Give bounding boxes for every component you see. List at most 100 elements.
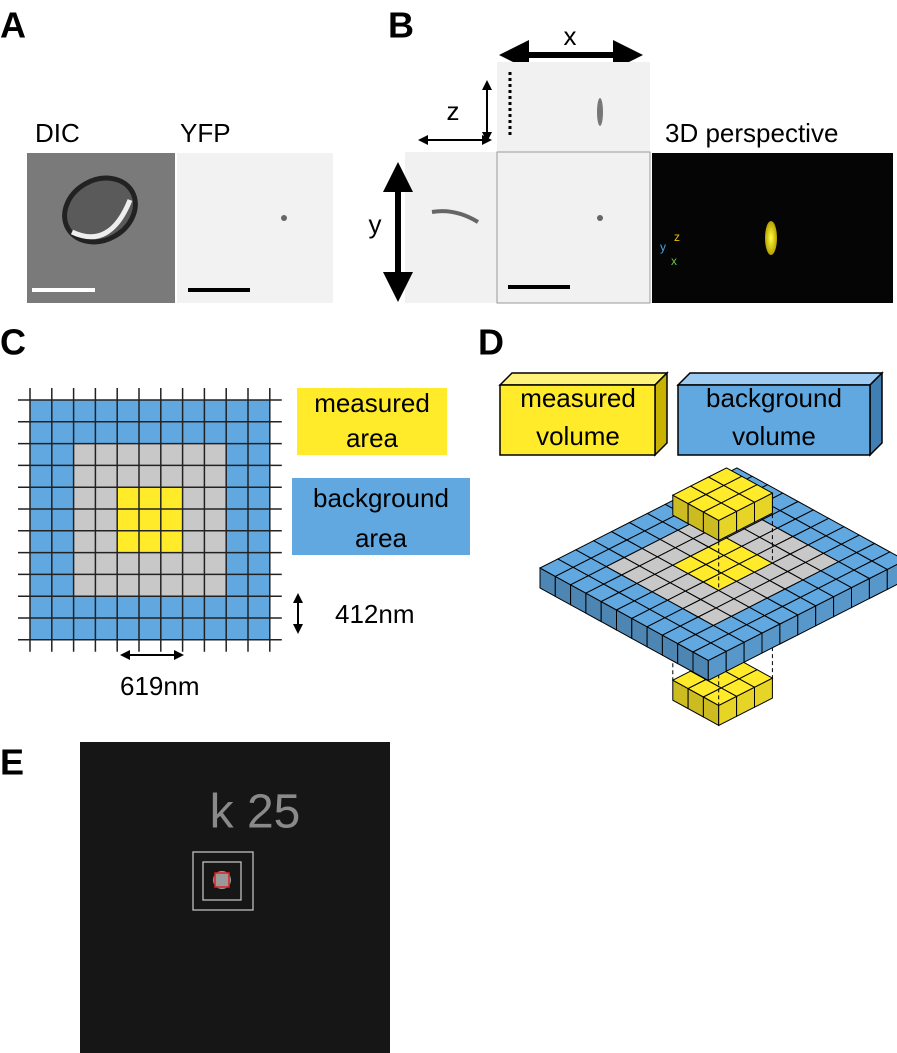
axis-label: z bbox=[447, 96, 460, 126]
grid-cell bbox=[30, 443, 52, 466]
spot bbox=[431, 209, 480, 224]
overlay-text: k 25 bbox=[210, 786, 301, 839]
grid-cell bbox=[51, 400, 74, 422]
grid-cell bbox=[160, 421, 183, 444]
legend-box-side bbox=[654, 371, 668, 457]
grid-cell bbox=[226, 530, 248, 553]
grid-cell bbox=[248, 596, 270, 618]
grid-cell bbox=[30, 487, 52, 509]
grid-cell bbox=[73, 509, 96, 531]
grid-cell bbox=[248, 487, 270, 509]
grid-cell bbox=[204, 552, 227, 575]
legend-text: measured bbox=[314, 388, 430, 418]
grid-cell bbox=[73, 530, 96, 553]
voxel-top bbox=[738, 484, 774, 503]
legend-text: volume bbox=[536, 421, 620, 451]
panel-label: C bbox=[0, 322, 26, 363]
grid-cell bbox=[182, 400, 205, 422]
measured-box bbox=[214, 872, 230, 888]
voxel-top bbox=[870, 551, 897, 570]
legend-box bbox=[499, 384, 656, 456]
grid-cell bbox=[226, 400, 248, 422]
grid-cell bbox=[204, 487, 227, 509]
grid-cell bbox=[160, 596, 183, 618]
grid-cell bbox=[248, 443, 270, 466]
grid-cell bbox=[248, 509, 270, 531]
grid-cell bbox=[51, 596, 74, 618]
grid-cell bbox=[139, 574, 161, 597]
grid-cell bbox=[73, 574, 96, 597]
grid-cell bbox=[95, 487, 118, 509]
grid-cell bbox=[30, 574, 52, 597]
spot-image bbox=[80, 742, 390, 1053]
view-title: 3D perspective bbox=[665, 118, 838, 148]
grid-cell bbox=[182, 530, 205, 553]
grid-cell bbox=[226, 487, 248, 509]
grid-cell bbox=[73, 552, 96, 575]
grid-cell bbox=[51, 552, 74, 575]
grid-cell bbox=[226, 421, 248, 444]
legend-text: area bbox=[355, 523, 408, 553]
legend-text: measured bbox=[520, 383, 636, 413]
grid-cell bbox=[248, 574, 270, 597]
grid-cell bbox=[117, 596, 139, 618]
grid-cell bbox=[139, 443, 161, 466]
grid-cell bbox=[139, 596, 161, 618]
axis-label: y bbox=[369, 209, 382, 239]
grid-cell bbox=[30, 421, 52, 444]
grid-cell bbox=[117, 509, 139, 531]
grid-cell bbox=[95, 552, 118, 575]
grid-cell bbox=[117, 530, 139, 553]
grid-cell bbox=[204, 530, 227, 553]
grid-cell bbox=[139, 618, 161, 640]
grid-cell bbox=[30, 618, 52, 640]
grid-cell bbox=[30, 400, 52, 422]
voxel-diagram bbox=[538, 467, 897, 727]
grid-cell bbox=[95, 443, 118, 466]
grid-cell bbox=[182, 574, 205, 597]
inner-box bbox=[202, 861, 242, 901]
grid-cell bbox=[182, 487, 205, 509]
cell-3d bbox=[765, 221, 777, 255]
grid-cell bbox=[182, 443, 205, 466]
grid-cell bbox=[226, 574, 248, 597]
grid-cell bbox=[160, 574, 183, 597]
grid-cell bbox=[95, 509, 118, 531]
grid-cell bbox=[248, 552, 270, 575]
grid-cell bbox=[30, 465, 52, 488]
legend-text: background bbox=[313, 483, 449, 513]
dimension-label: 412nm bbox=[335, 599, 415, 629]
legend-text: background bbox=[706, 383, 842, 413]
grid-cell bbox=[248, 530, 270, 553]
grid-cell bbox=[73, 443, 96, 466]
legend-text: volume bbox=[732, 421, 816, 451]
grid-cell bbox=[139, 487, 161, 509]
grid-cell bbox=[160, 465, 183, 488]
grid-cell bbox=[117, 487, 139, 509]
grid-cell bbox=[204, 400, 227, 422]
grid-cell bbox=[139, 400, 161, 422]
dimension-label: 619nm bbox=[120, 671, 200, 701]
grid-cell bbox=[51, 421, 74, 444]
image-label: YFP bbox=[180, 118, 231, 148]
grid-cell bbox=[160, 552, 183, 575]
grid-cell bbox=[160, 530, 183, 553]
grid-cell bbox=[51, 574, 74, 597]
legend-swatch bbox=[297, 388, 447, 455]
grid-cell bbox=[182, 421, 205, 444]
grid-cell bbox=[30, 530, 52, 553]
panel-label: D bbox=[478, 322, 504, 363]
grid-cell bbox=[204, 421, 227, 444]
grid-cell bbox=[204, 618, 227, 640]
spot bbox=[213, 871, 231, 889]
grid-cell bbox=[160, 509, 183, 531]
grid-cell bbox=[160, 618, 183, 640]
grid-cell bbox=[73, 421, 96, 444]
grid-cell bbox=[248, 421, 270, 444]
grid-cell bbox=[95, 618, 118, 640]
cell-highlight bbox=[70, 199, 133, 240]
grid-cell bbox=[160, 487, 183, 509]
grid-cell bbox=[226, 509, 248, 531]
grid-cell bbox=[204, 465, 227, 488]
